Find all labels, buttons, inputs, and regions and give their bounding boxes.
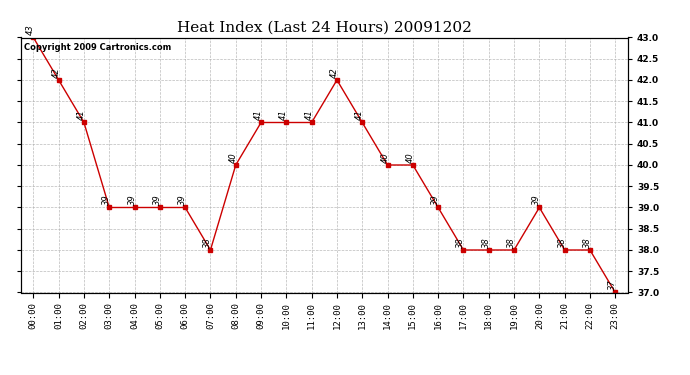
Text: 43: 43	[26, 25, 35, 35]
Text: 40: 40	[380, 152, 390, 163]
Text: 38: 38	[482, 237, 491, 248]
Text: 41: 41	[254, 110, 263, 120]
Text: 41: 41	[355, 110, 364, 120]
Text: 39: 39	[532, 195, 542, 206]
Text: 39: 39	[431, 195, 440, 206]
Text: Copyright 2009 Cartronics.com: Copyright 2009 Cartronics.com	[23, 43, 171, 52]
Text: 38: 38	[456, 237, 466, 248]
Text: 39: 39	[102, 195, 111, 206]
Text: 41: 41	[77, 110, 86, 120]
Text: 42: 42	[52, 67, 61, 78]
Title: Heat Index (Last 24 Hours) 20091202: Heat Index (Last 24 Hours) 20091202	[177, 21, 472, 35]
Text: 38: 38	[558, 237, 566, 248]
Text: 41: 41	[279, 110, 288, 120]
Text: 40: 40	[228, 152, 238, 163]
Text: 38: 38	[507, 237, 516, 248]
Text: 42: 42	[330, 67, 339, 78]
Text: 39: 39	[128, 195, 137, 206]
Text: 38: 38	[583, 237, 592, 248]
Text: 40: 40	[406, 152, 415, 163]
Text: 38: 38	[204, 237, 213, 248]
Text: 39: 39	[178, 195, 187, 206]
Text: 39: 39	[152, 195, 162, 206]
Text: 41: 41	[304, 110, 314, 120]
Text: 37: 37	[608, 280, 618, 290]
